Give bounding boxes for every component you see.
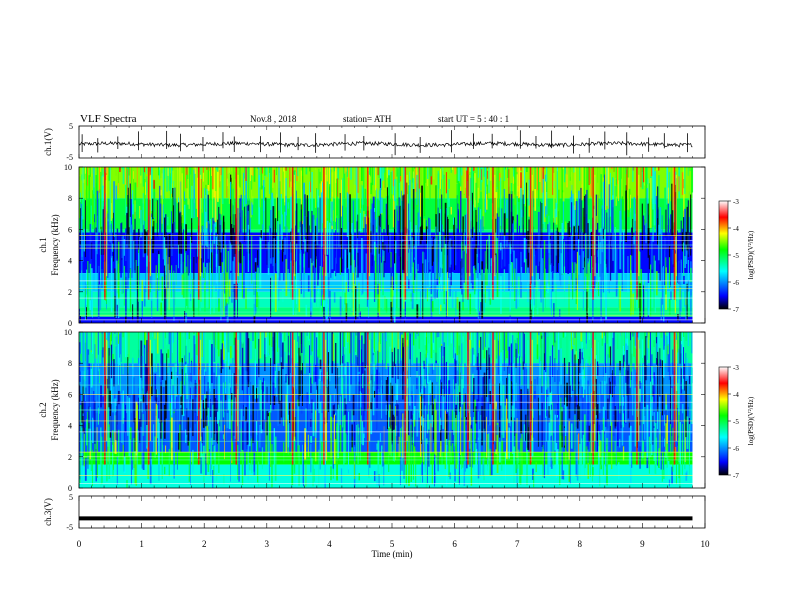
time-tick-label-1: 1 — [139, 539, 144, 549]
spectro-ytick-label-2: 4 — [68, 422, 72, 431]
ch2-spectrogram-panel: 0 2 4 6 8 10 ch.2 Frequency (kHz) — [38, 328, 706, 493]
spectro-burst-0 — [104, 167, 106, 300]
start-ut-label: start UT = 5 : 40 : 1 — [438, 114, 509, 124]
time-axis-ticks — [78, 126, 706, 528]
spectro-ytick-label-4: 8 — [68, 194, 72, 203]
ch1-frequency-label: Frequency (kHz) — [50, 214, 60, 275]
spectro-burst-1 — [147, 167, 150, 300]
ch2-frequency-label: Frequency (kHz) — [50, 379, 60, 440]
time-tick-label-9: 9 — [640, 539, 645, 549]
colorbar-tick-label-0: -3 — [733, 198, 739, 206]
ch2-colorbar-label: log(PSD)(V²/Hz) — [747, 396, 755, 445]
colorbar-tick-label-3: -6 — [733, 279, 739, 287]
colorbar-tick-label-1: -4 — [733, 225, 739, 233]
colorbar-tick-label-2: -5 — [733, 252, 739, 260]
time-tick-label-3: 3 — [265, 539, 270, 549]
ch1-spectrogram-image — [79, 167, 694, 323]
spectro-burst-6 — [366, 332, 369, 465]
time-tick-label-7: 7 — [515, 539, 520, 549]
colorbar-tick-label-0: -3 — [733, 364, 739, 372]
ch2-colorbar: -3 -4 -5 -6 -7 log(PSD)(V²/Hz) — [718, 364, 755, 480]
time-tick-label-6: 6 — [452, 539, 457, 549]
spectro-ytick-label-4: 8 — [68, 359, 72, 368]
spectro-burst-3 — [235, 332, 238, 465]
spectro-burst-2 — [197, 167, 200, 300]
ch2-spectrogram-image — [79, 332, 693, 488]
time-tick-label-2: 2 — [202, 539, 207, 549]
ch1-spikes — [81, 130, 688, 156]
ch1-spectrogram-panel: 0 2 4 6 8 10 ch.1 Frequency (kHz) — [38, 163, 706, 328]
time-tick-label-8: 8 — [578, 539, 583, 549]
ch1-colorbar: -3 -4 -5 -6 -7 log(PSD)(V²/Hz) — [718, 198, 755, 314]
spectro-burst-13 — [673, 332, 676, 465]
spectro-burst-11 — [592, 332, 594, 465]
spectro-burst-7 — [404, 332, 407, 465]
time-tick-label-0: 0 — [77, 539, 82, 549]
spectro-burst-10 — [529, 332, 532, 465]
spectro-burst-12 — [636, 332, 638, 465]
ch2-spectrogram-ylabel: ch.2 — [38, 402, 48, 417]
spectro-burst-8 — [467, 332, 469, 465]
spectro-ytick-label-1: 2 — [68, 453, 72, 462]
spectro-burst-4 — [291, 167, 294, 300]
ch1-spectrogram-ylabel: ch.1 — [38, 237, 48, 252]
colorbar-tick-label-4: -7 — [733, 472, 739, 480]
spectro-burst-3 — [235, 167, 238, 300]
spectro-ytick-label-3: 6 — [68, 390, 72, 399]
spectro-burst-8 — [467, 167, 469, 300]
spectro-burst-10 — [529, 167, 532, 300]
ch3-waveform-panel: 5 -5 ch.3(V) — [43, 493, 706, 532]
colorbar-tick-label-1: -4 — [733, 391, 739, 399]
spectro-burst-5 — [323, 332, 325, 465]
ch3-ytick-top: 5 — [69, 493, 73, 502]
spectro-ytick-label-5: 10 — [64, 163, 72, 172]
ch1-colorbar-ticks: -3 -4 -5 -6 -7 — [728, 198, 739, 314]
figure-title: VLF Spectra — [80, 113, 137, 125]
spectro-burst-9 — [492, 167, 494, 300]
spectro-burst-12 — [636, 167, 638, 300]
spectro-burst-7 — [404, 167, 407, 300]
time-axis-tick-labels: 0 1 2 3 4 5 6 7 8 9 10 — [77, 539, 710, 549]
spectro-burst-11 — [592, 167, 594, 300]
spectro-burst-1 — [147, 332, 150, 465]
colorbar-tick-label-2: -5 — [733, 418, 739, 426]
time-tick-label-5: 5 — [390, 539, 395, 549]
ch1-ytick-top: 5 — [69, 122, 73, 131]
ch1-waveform-panel: 5 -5 ch.1(V) — [43, 122, 706, 162]
spectro-ytick-label-0: 0 — [68, 484, 72, 493]
station-label: station= ATH — [343, 114, 392, 124]
ch3-waveform-ylabel: ch.3(V) — [43, 498, 53, 526]
ch1-waveform-line — [78, 140, 693, 149]
ch1-colorbar-label: log(PSD)(V²/Hz) — [747, 230, 755, 279]
spectro-burst-9 — [492, 332, 494, 465]
spectro-burst-4 — [291, 332, 294, 465]
ch1-ytick-bottom: -5 — [66, 153, 73, 162]
spectro-ytick-label-3: 6 — [68, 225, 72, 234]
colorbar-tick-label-3: -6 — [733, 445, 739, 453]
ch3-ytick-bottom: -5 — [66, 523, 73, 532]
spectro-burst-6 — [366, 167, 369, 300]
date-label: Nov.8 , 2018 — [250, 114, 297, 124]
spectro-ytick-label-0: 0 — [68, 319, 72, 328]
ch2-spectrogram-yticks: 0 2 4 6 8 10 — [64, 328, 705, 493]
spectro-burst-5 — [323, 167, 325, 300]
spectro-burst-13 — [673, 167, 676, 300]
ch1-waveform-ylabel: ch.1(V) — [43, 128, 53, 156]
time-axis-label: Time (min) — [372, 549, 413, 559]
spectro-ytick-label-1: 2 — [68, 288, 72, 297]
time-tick-label-4: 4 — [327, 539, 332, 549]
spectro-ytick-label-2: 4 — [68, 257, 72, 266]
colorbar-tick-label-4: -7 — [733, 306, 739, 314]
ch2-colorbar-ticks: -3 -4 -5 -6 -7 — [728, 364, 739, 480]
time-tick-label-10: 10 — [701, 539, 711, 549]
spectro-burst-2 — [197, 332, 200, 465]
spectro-band-4 — [79, 464, 693, 488]
ch1-spectrogram-yticks: 0 2 4 6 8 10 — [64, 163, 705, 328]
spectro-burst-0 — [104, 332, 106, 465]
spectro-ytick-label-5: 10 — [64, 328, 72, 337]
